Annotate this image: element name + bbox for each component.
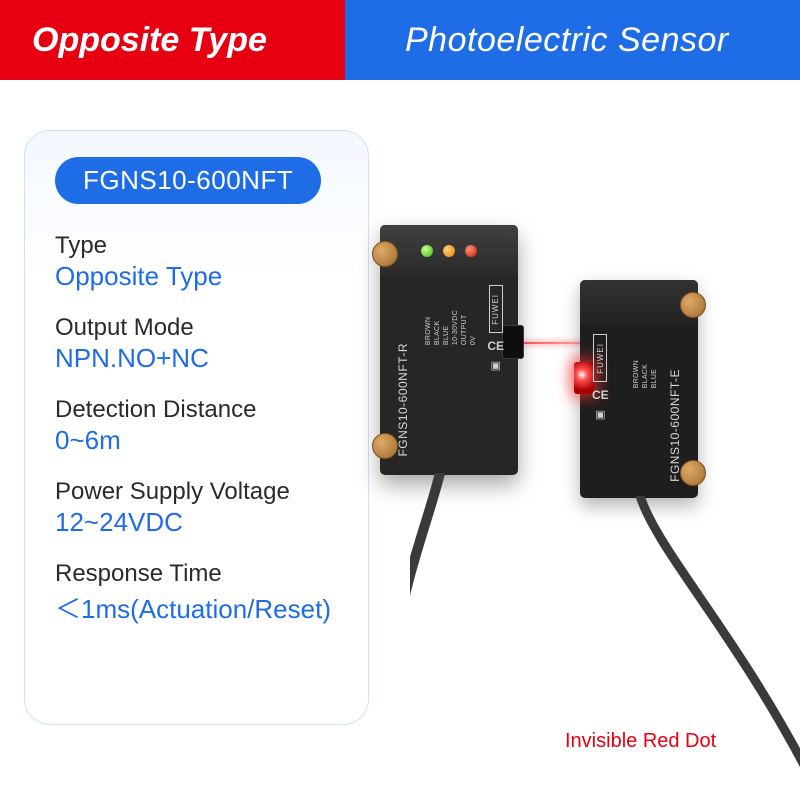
header-right-text: Photoelectric Sensor — [405, 21, 729, 60]
brand-box: FUWEI — [593, 334, 607, 382]
wire-label: BLUE — [651, 360, 658, 388]
spec-value: 12~24VDC — [55, 507, 338, 538]
receiver-lens-icon — [502, 325, 524, 359]
spec-row-type: Type Opposite Type — [55, 232, 338, 292]
spec-value: ＜1ms(Actuation/Reset) — [55, 589, 338, 626]
compliance-icon: ▣ — [595, 408, 605, 421]
spec-label: Output Mode — [55, 314, 338, 342]
led-orange-icon — [443, 245, 455, 257]
spec-value: 0~6m — [55, 425, 338, 456]
spec-card: FGNS10-600NFT Type Opposite Type Output … — [24, 130, 369, 725]
receiver-top-panel — [380, 225, 518, 277]
ce-mark-icon: CE — [592, 388, 609, 402]
compliance-icon: ▣ — [490, 359, 500, 372]
header-left-text: Opposite Type — [32, 21, 267, 60]
emitter-model-label: FGNS10-600NFT-E — [668, 369, 682, 482]
emitter-marks: FUWEI CE ▣ — [592, 334, 609, 421]
receiver-marks: FUWEI CE ▣ — [487, 285, 504, 372]
header-bar: Opposite Type Photoelectric Sensor — [0, 0, 800, 80]
emitter-led-icon — [574, 362, 594, 394]
brand-box: FUWEI — [489, 285, 503, 333]
spec-label: Power Supply Voltage — [55, 478, 338, 506]
wire-label: BLACK — [434, 310, 441, 345]
spec-value: Opposite Type — [55, 261, 338, 292]
wire-label: BROWN — [633, 360, 640, 388]
spec-row-voltage: Power Supply Voltage 12~24VDC — [55, 478, 338, 538]
header-left-panel: Opposite Type — [0, 0, 345, 80]
brand-text: FUWEI — [596, 343, 605, 374]
caption-text: Invisible Red Dot — [565, 730, 716, 753]
wire-label: BLACK — [642, 360, 649, 388]
screw-icon — [680, 460, 706, 486]
receiver-cable — [410, 473, 610, 773]
spec-row-output: Output Mode NPN.NO+NC — [55, 314, 338, 374]
wire-label: BLUE — [443, 310, 450, 345]
brand-text: FUWEI — [491, 294, 500, 325]
screw-icon — [372, 433, 398, 459]
led-green-icon — [421, 245, 433, 257]
sensor-emitter: FGNS10-600NFT-E BROWN BLACK BLUE FUWEI C… — [580, 280, 698, 498]
receiver-model-label: FGNS10-600NFT-R — [396, 343, 410, 457]
wire-label: 10-30VDC — [452, 310, 459, 345]
screw-icon — [372, 241, 398, 267]
spec-row-distance: Detection Distance 0~6m — [55, 396, 338, 456]
spec-label: Detection Distance — [55, 396, 338, 424]
spec-label: Response Time — [55, 560, 338, 588]
model-pill: FGNS10-600NFT — [55, 157, 321, 204]
wire-label: OUTPUT — [461, 310, 468, 345]
sensor-receiver: FGNS10-600NFT-R BROWN BLACK BLUE 10-30VD… — [380, 225, 518, 475]
spec-label: Type — [55, 232, 338, 260]
spec-row-response: Response Time ＜1ms(Actuation/Reset) — [55, 560, 338, 626]
wire-label: 0V — [470, 310, 477, 345]
header-right-panel: Photoelectric Sensor — [345, 0, 800, 80]
receiver-wire-labels: BROWN BLACK BLUE 10-30VDC OUTPUT 0V — [425, 310, 477, 345]
screw-icon — [680, 292, 706, 318]
ce-mark-icon: CE — [487, 339, 504, 353]
wire-label: BROWN — [425, 310, 432, 345]
product-area: FGNS10-600NFT-E BROWN BLACK BLUE FUWEI C… — [370, 140, 800, 780]
emitter-wire-labels: BROWN BLACK BLUE — [633, 360, 658, 388]
led-red-icon — [465, 245, 477, 257]
main-area: FGNS10-600NFT Type Opposite Type Output … — [0, 80, 800, 800]
spec-value: NPN.NO+NC — [55, 343, 338, 374]
